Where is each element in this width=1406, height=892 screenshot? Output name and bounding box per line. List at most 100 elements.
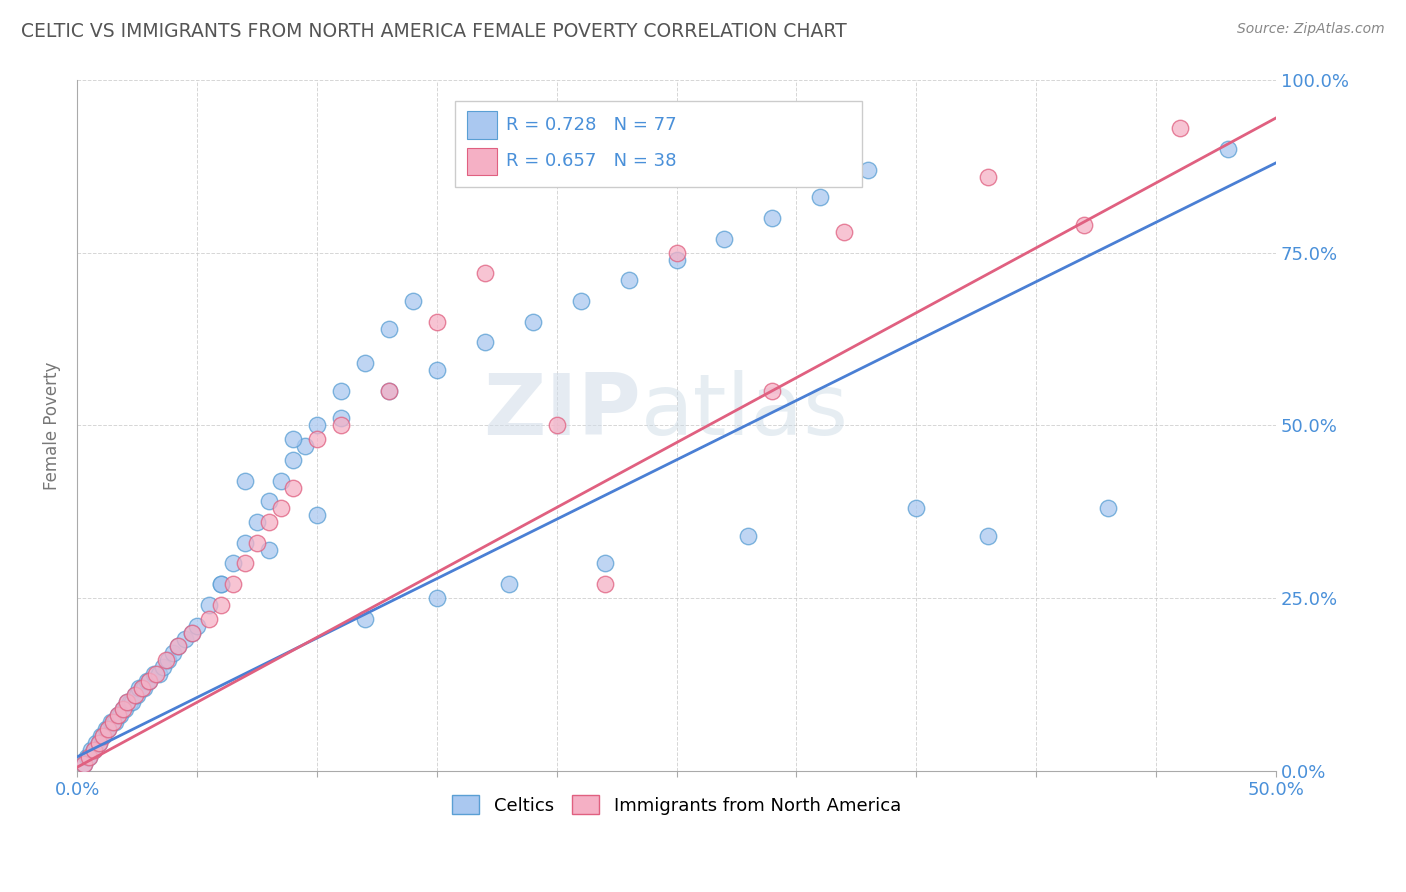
Point (329, 418, 352, 433)
Point (101, 715, 124, 730)
Point (76, 750, 98, 764)
Point (73, 756, 96, 771)
Point (138, 673, 160, 688)
Point (97, 723, 120, 737)
Bar (467, 148, 496, 176)
Point (107, 708, 129, 723)
Point (426, 363, 449, 377)
Text: CELTIC VS IMMIGRANTS FROM NORTH AMERICA FEMALE POVERTY CORRELATION CHART: CELTIC VS IMMIGRANTS FROM NORTH AMERICA … (21, 22, 846, 41)
Point (157, 653, 180, 667)
Point (97, 723, 120, 737)
Point (152, 660, 174, 674)
Point (593, 557, 616, 571)
Point (222, 577, 245, 591)
Point (94, 723, 117, 737)
Point (305, 508, 328, 522)
Point (83, 743, 105, 757)
Point (198, 612, 221, 626)
Point (474, 335, 496, 350)
Point (111, 701, 134, 715)
Point (305, 418, 328, 433)
Point (198, 598, 221, 612)
Point (87, 736, 110, 750)
Point (93, 729, 115, 743)
Point (905, 501, 928, 516)
Point (498, 577, 520, 591)
Point (80, 743, 103, 757)
Point (402, 293, 425, 308)
Point (131, 681, 153, 695)
Point (181, 625, 204, 640)
Point (246, 535, 269, 549)
Point (665, 252, 688, 267)
Point (353, 612, 375, 626)
Point (162, 646, 184, 660)
Point (305, 432, 328, 446)
Point (145, 667, 167, 681)
Point (329, 411, 352, 425)
Point (546, 418, 568, 433)
Point (761, 384, 783, 398)
Point (124, 688, 146, 702)
Point (131, 681, 153, 695)
Text: R = 0.657   N = 38: R = 0.657 N = 38 (506, 153, 676, 170)
Y-axis label: Female Poverty: Female Poverty (44, 361, 60, 490)
Text: R = 0.728   N = 77: R = 0.728 N = 77 (506, 116, 676, 134)
Point (138, 673, 160, 688)
Point (77, 750, 100, 764)
Point (128, 681, 150, 695)
Point (426, 591, 449, 605)
Point (107, 708, 129, 723)
Point (522, 315, 544, 329)
Point (353, 356, 375, 370)
Point (737, 529, 759, 543)
Point (329, 384, 352, 398)
Point (593, 577, 616, 591)
Point (378, 321, 401, 335)
Point (124, 688, 146, 702)
Point (181, 625, 204, 640)
Point (104, 715, 127, 730)
Point (73, 756, 96, 771)
Point (378, 384, 401, 398)
Point (77, 750, 100, 764)
Point (186, 618, 208, 632)
Point (111, 701, 134, 715)
Point (125, 688, 148, 702)
Point (117, 695, 139, 709)
Text: atlas: atlas (641, 370, 849, 453)
Point (209, 577, 232, 591)
Point (134, 681, 156, 695)
Text: Source: ZipAtlas.com: Source: ZipAtlas.com (1237, 22, 1385, 37)
Point (378, 384, 401, 398)
Point (426, 315, 449, 329)
Point (84, 736, 107, 750)
Point (1097, 501, 1119, 516)
Point (166, 640, 188, 654)
Point (977, 529, 1000, 543)
Point (93, 729, 115, 743)
Point (761, 211, 783, 226)
Point (281, 432, 304, 446)
Point (270, 501, 292, 516)
Point (834, 225, 856, 239)
Point (166, 640, 188, 654)
Point (114, 701, 136, 715)
Point (977, 169, 1000, 184)
Point (222, 557, 245, 571)
Point (142, 667, 165, 681)
Point (90, 729, 112, 743)
Bar (467, 112, 496, 138)
FancyBboxPatch shape (454, 101, 862, 187)
Point (569, 293, 592, 308)
Point (100, 715, 122, 730)
Point (257, 542, 280, 557)
Point (665, 245, 688, 260)
Point (121, 695, 143, 709)
Point (1073, 218, 1095, 232)
Point (858, 162, 880, 177)
Text: ZIP: ZIP (482, 370, 641, 453)
Point (713, 232, 735, 246)
Point (110, 708, 132, 723)
Point (1168, 121, 1191, 136)
